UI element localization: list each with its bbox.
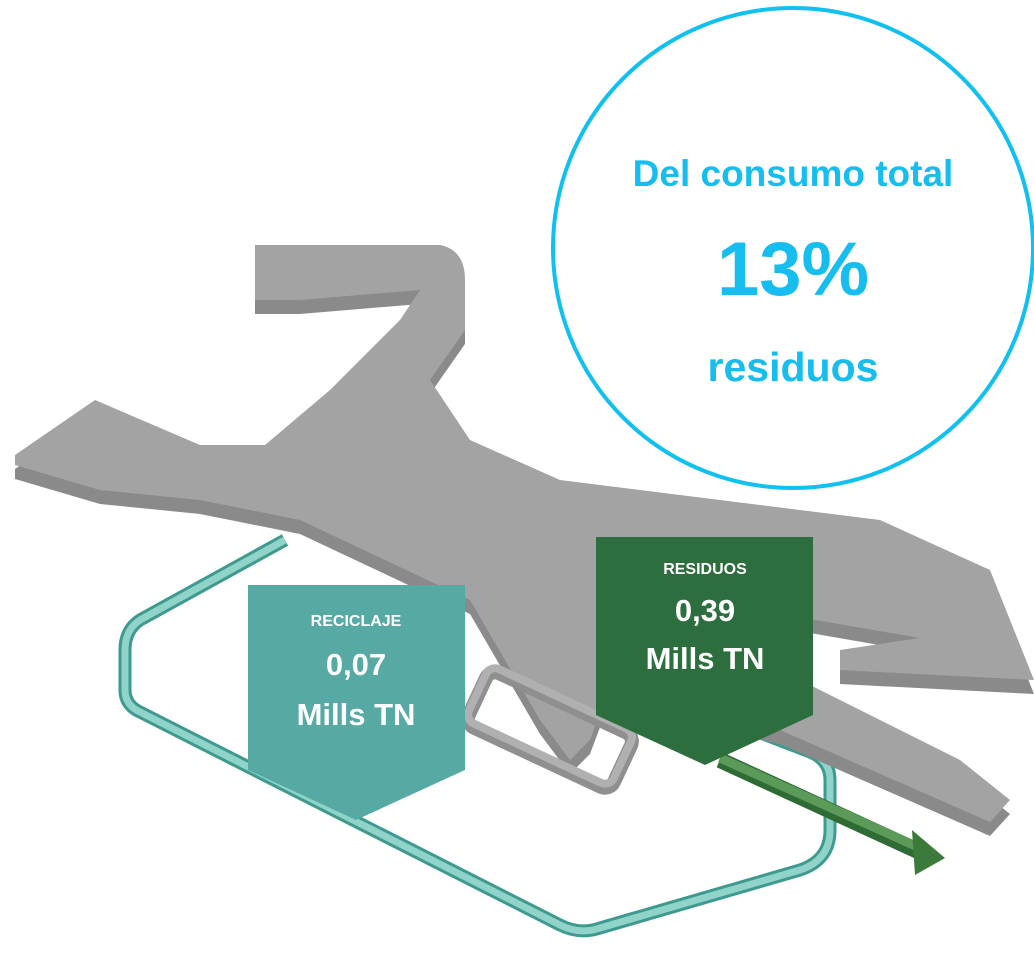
waste-title: RESIDUOS: [663, 561, 747, 578]
small-loop-top: [464, 664, 636, 788]
recycling-value: 0,07: [326, 647, 386, 682]
waste-value: 0,39: [675, 593, 735, 628]
recycling-flow-top: [121, 536, 834, 935]
callout-circle: [551, 6, 1034, 490]
callout-line2: residuos: [708, 344, 879, 390]
callout-value: 13%: [717, 227, 869, 312]
waste-flow-top: [718, 753, 922, 853]
waste-unit: Mills TN: [646, 641, 765, 676]
recycling-title: RECICLAJE: [311, 613, 402, 630]
waste-arrowhead: [912, 830, 945, 875]
callout-line1: Del consumo total: [633, 153, 954, 194]
waste-label-box: [596, 537, 813, 765]
recycling-unit: Mills TN: [297, 697, 416, 732]
recycling-label-box: [248, 585, 465, 820]
